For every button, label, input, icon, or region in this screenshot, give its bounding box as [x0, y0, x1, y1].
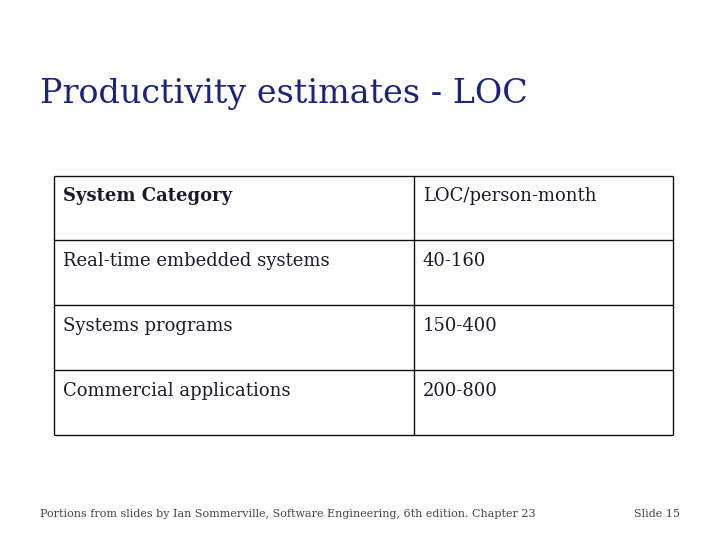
Text: 200-800: 200-800	[423, 382, 498, 400]
Text: 40-160: 40-160	[423, 252, 486, 270]
Text: Slide 15: Slide 15	[634, 509, 680, 519]
Text: LOC/person-month: LOC/person-month	[423, 187, 596, 205]
Text: Real-time embedded systems: Real-time embedded systems	[63, 252, 329, 270]
Text: 150-400: 150-400	[423, 317, 498, 335]
Text: Portions from slides by Ian Sommerville, Software Engineering, 6th edition. Chap: Portions from slides by Ian Sommerville,…	[40, 509, 535, 519]
Text: System Category: System Category	[63, 187, 232, 205]
Text: Productivity estimates - LOC: Productivity estimates - LOC	[40, 78, 527, 110]
Text: Systems programs: Systems programs	[63, 317, 232, 335]
Text: Commercial applications: Commercial applications	[63, 382, 290, 400]
